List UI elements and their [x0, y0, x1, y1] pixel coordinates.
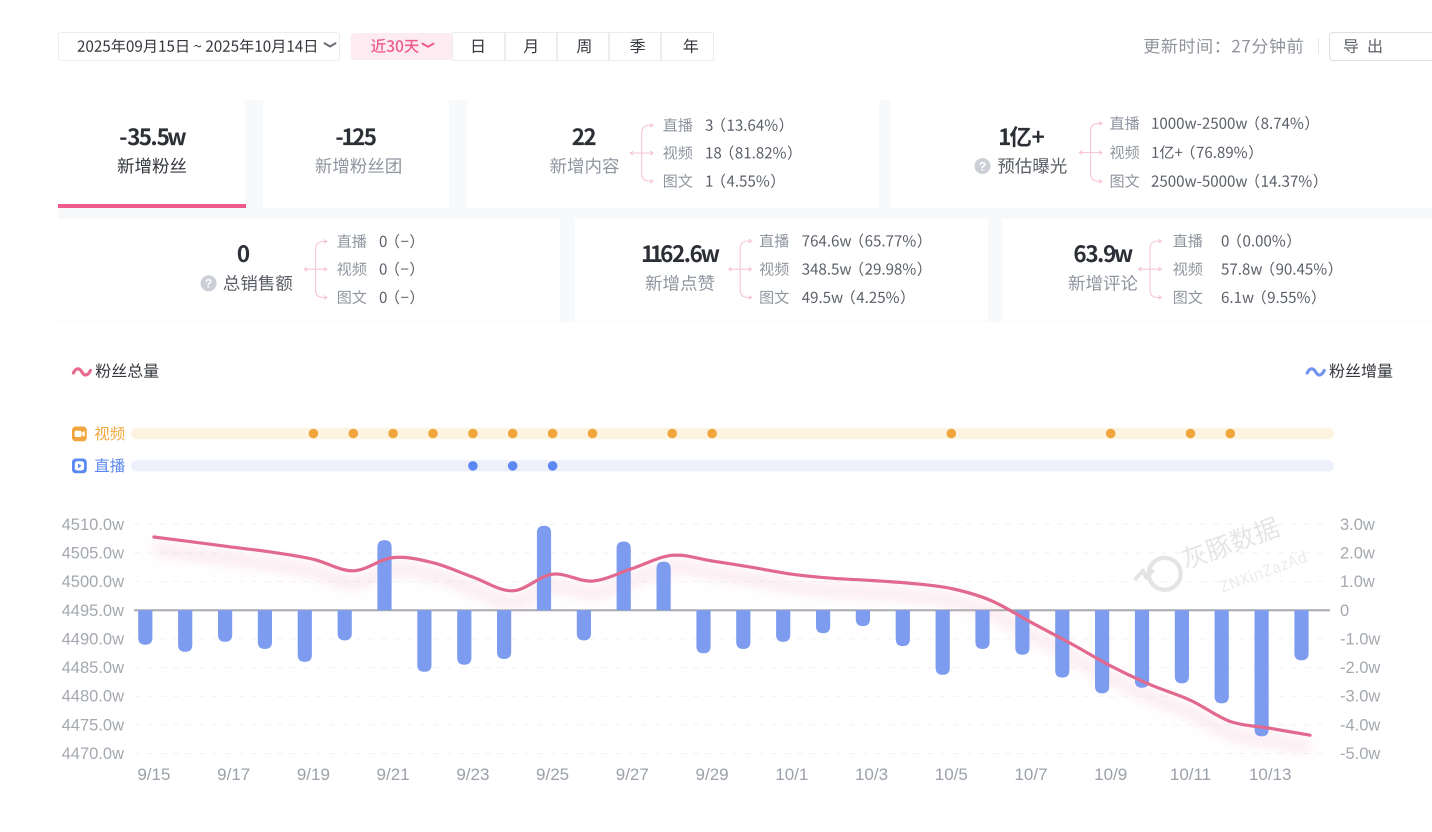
- svg-text:4475.0w: 4475.0w: [62, 716, 124, 734]
- svg-text:10/7: 10/7: [1014, 765, 1047, 784]
- svg-text:10/1: 10/1: [775, 765, 808, 784]
- svg-text:-5.0w: -5.0w: [1340, 745, 1380, 763]
- svg-text:?: ?: [979, 159, 986, 173]
- svg-text:4485.0w: 4485.0w: [62, 659, 124, 677]
- svg-text:4495.0w: 4495.0w: [62, 602, 124, 620]
- svg-text:9/29: 9/29: [696, 765, 729, 784]
- svg-text:3.0w: 3.0w: [1340, 516, 1375, 534]
- svg-text:4480.0w: 4480.0w: [62, 688, 124, 706]
- svg-text:10/13: 10/13: [1249, 765, 1292, 784]
- svg-text:4510.0w: 4510.0w: [62, 516, 124, 534]
- svg-text:2.0w: 2.0w: [1340, 545, 1375, 563]
- svg-text:10/5: 10/5: [935, 765, 968, 784]
- svg-text:4490.0w: 4490.0w: [62, 630, 124, 648]
- svg-text:0: 0: [1340, 602, 1349, 620]
- svg-text:10/11: 10/11: [1170, 765, 1211, 784]
- svg-text:10/9: 10/9: [1094, 765, 1127, 784]
- svg-text:-3.0w: -3.0w: [1340, 688, 1380, 706]
- svg-text:9/19: 9/19: [297, 765, 330, 784]
- svg-text:9/21: 9/21: [377, 765, 410, 784]
- svg-text:-2.0w: -2.0w: [1340, 659, 1380, 677]
- svg-text:9/27: 9/27: [616, 765, 649, 784]
- svg-text:9/17: 9/17: [217, 765, 250, 784]
- svg-text:9/25: 9/25: [536, 765, 569, 784]
- svg-text:4500.0w: 4500.0w: [62, 573, 124, 591]
- svg-text:9/15: 9/15: [137, 765, 170, 784]
- svg-text:10/3: 10/3: [855, 765, 888, 784]
- svg-text:?: ?: [205, 277, 212, 291]
- svg-text:9/23: 9/23: [456, 765, 489, 784]
- svg-text:-4.0w: -4.0w: [1340, 716, 1380, 734]
- svg-text:4470.0w: 4470.0w: [62, 745, 124, 763]
- svg-text:4505.0w: 4505.0w: [62, 545, 124, 563]
- svg-text:-1.0w: -1.0w: [1340, 630, 1380, 648]
- svg-text:1.0w: 1.0w: [1340, 573, 1375, 591]
